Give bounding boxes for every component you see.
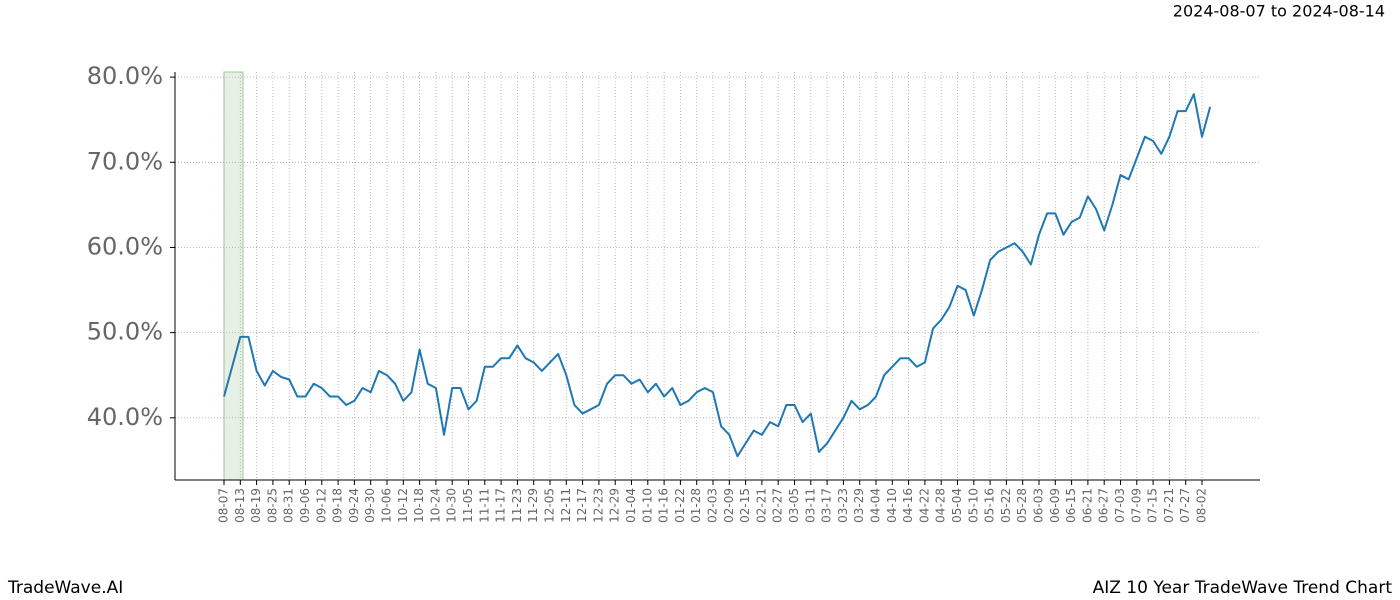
footer-left: TradeWave.AI <box>7 578 123 598</box>
x-tick-label: 01-28 <box>689 488 703 523</box>
x-tick-label: 07-15 <box>1146 488 1160 523</box>
y-tick-label: 40.0% <box>87 403 163 431</box>
x-tick-label: 09-30 <box>363 488 377 523</box>
x-tick-label: 01-22 <box>673 488 687 523</box>
x-tick-label: 02-21 <box>754 488 768 523</box>
x-tick-label: 01-04 <box>624 488 638 523</box>
x-tick-label: 10-12 <box>396 488 410 523</box>
x-tick-label: 06-15 <box>1064 488 1078 523</box>
x-tick-label: 09-06 <box>298 488 312 523</box>
y-tick-label: 50.0% <box>87 318 163 346</box>
x-tick-label: 03-23 <box>836 488 850 523</box>
x-tick-label: 06-27 <box>1097 488 1111 523</box>
x-tick-label: 12-05 <box>543 488 557 523</box>
x-tick-label: 03-11 <box>803 488 817 523</box>
x-tick-label: 05-10 <box>966 488 980 523</box>
x-tick-label: 07-21 <box>1162 488 1176 523</box>
x-tick-label: 08-13 <box>233 488 247 523</box>
x-tick-label: 07-09 <box>1129 488 1143 523</box>
x-tick-label: 11-17 <box>494 488 508 523</box>
x-tick-label: 12-29 <box>608 488 622 523</box>
x-tick-label: 05-04 <box>950 488 964 523</box>
x-tick-label: 05-16 <box>983 488 997 523</box>
subtitle: 2024-08-07 to 2024-08-14 <box>1173 2 1385 21</box>
x-tick-label: 04-28 <box>934 488 948 523</box>
x-tick-label: 12-11 <box>559 488 573 523</box>
x-tick-label: 08-02 <box>1195 488 1209 523</box>
x-tick-label: 08-19 <box>249 488 263 523</box>
x-tick-label: 08-25 <box>265 488 279 523</box>
x-tick-label: 07-03 <box>1113 488 1127 523</box>
x-tick-label: 06-03 <box>1032 488 1046 523</box>
x-tick-label: 11-23 <box>510 488 524 523</box>
x-tick-label: 07-27 <box>1178 488 1192 523</box>
x-tick-label: 04-04 <box>869 488 883 523</box>
x-tick-label: 12-17 <box>575 488 589 523</box>
x-tick-label: 11-29 <box>526 488 540 523</box>
x-tick-label: 09-12 <box>314 488 328 523</box>
x-tick-label: 02-09 <box>722 488 736 523</box>
x-tick-label: 05-28 <box>1015 488 1029 523</box>
x-tick-label: 10-24 <box>428 488 442 523</box>
x-tick-label: 06-21 <box>1080 488 1094 523</box>
y-tick-label: 80.0% <box>87 62 163 90</box>
x-tick-label: 03-29 <box>852 488 866 523</box>
y-tick-label: 70.0% <box>87 147 163 175</box>
x-tick-label: 08-31 <box>282 488 296 523</box>
x-tick-label: 12-23 <box>591 488 605 523</box>
x-tick-label: 11-11 <box>477 488 491 523</box>
x-tick-label: 10-06 <box>380 488 394 523</box>
x-tick-label: 06-09 <box>1048 488 1062 523</box>
x-tick-label: 02-15 <box>738 488 752 523</box>
x-tick-label: 10-18 <box>412 488 426 523</box>
x-tick-label: 01-16 <box>657 488 671 523</box>
x-tick-label: 05-22 <box>999 488 1013 523</box>
x-tick-label: 03-05 <box>787 488 801 523</box>
x-tick-label: 11-05 <box>461 488 475 523</box>
y-tick-label: 60.0% <box>87 232 163 260</box>
x-tick-label: 04-16 <box>901 488 915 523</box>
x-tick-label: 02-27 <box>771 488 785 523</box>
x-tick-label: 08-07 <box>217 488 231 523</box>
x-tick-label: 10-30 <box>445 488 459 523</box>
x-tick-label: 04-22 <box>917 488 931 523</box>
x-tick-label: 09-24 <box>347 488 361 523</box>
series-line <box>223 93 1212 458</box>
x-tick-label: 01-10 <box>640 488 654 523</box>
x-tick-label: 02-03 <box>706 488 720 523</box>
x-tick-label: 04-10 <box>885 488 899 523</box>
x-tick-label: 09-18 <box>331 488 345 523</box>
x-tick-label: 03-17 <box>820 488 834 523</box>
footer-right: AIZ 10 Year TradeWave Trend Chart <box>1093 578 1393 598</box>
